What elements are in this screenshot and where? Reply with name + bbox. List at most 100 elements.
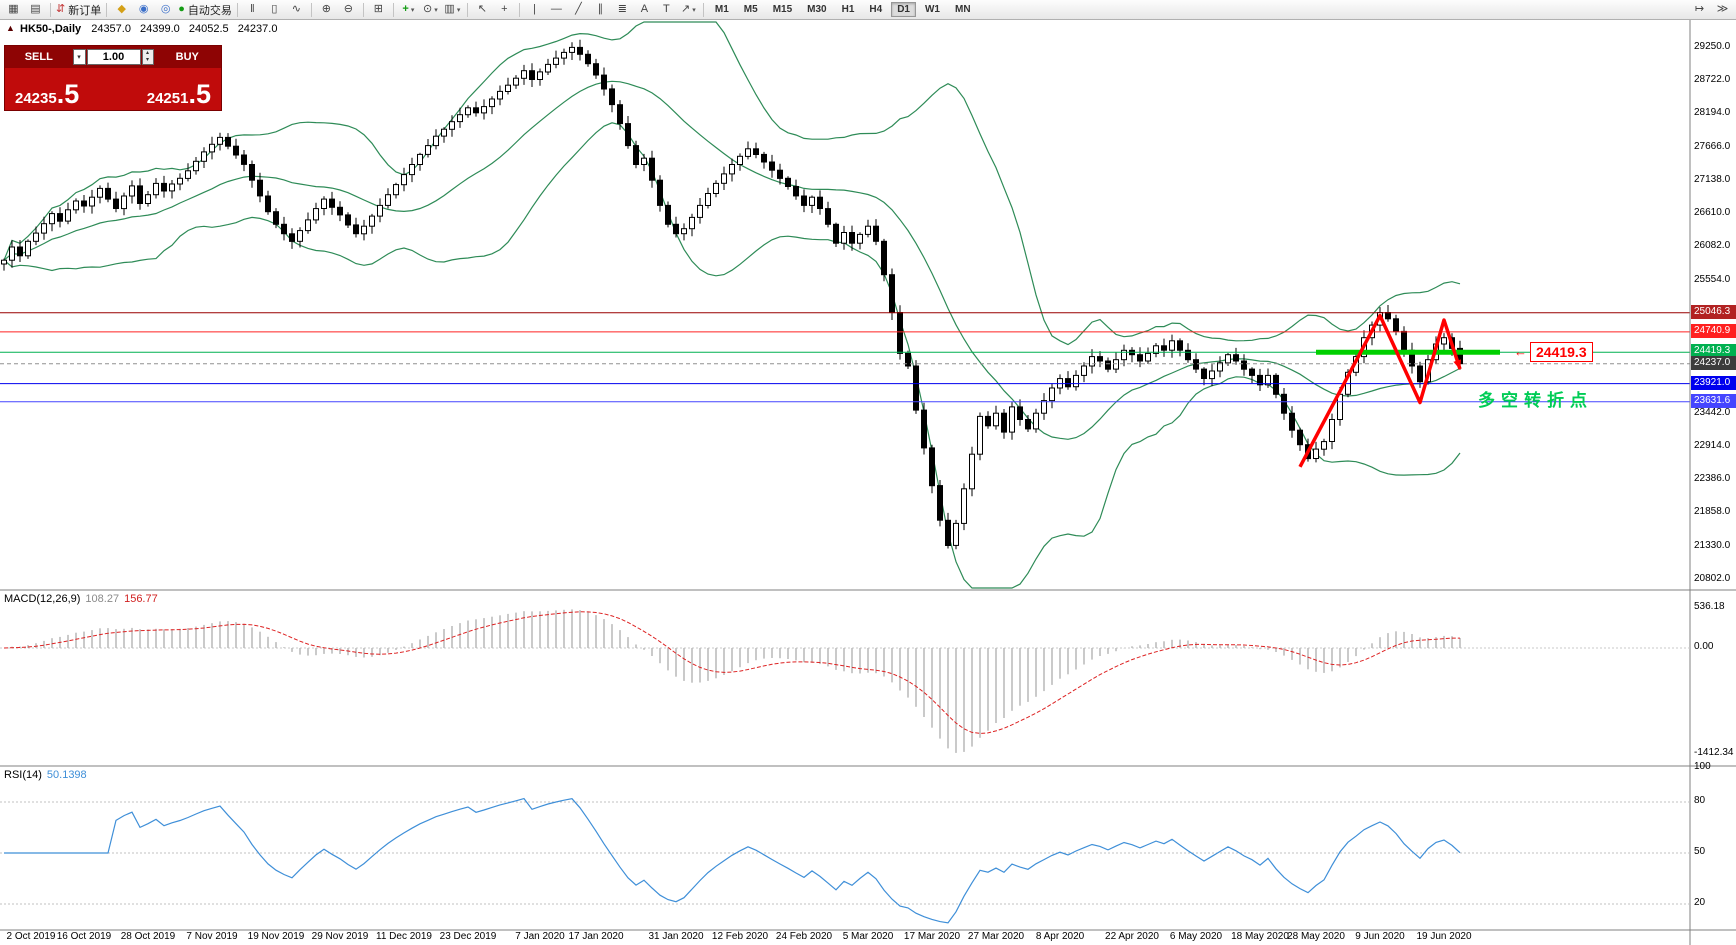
arrows-tool-button[interactable]: ↗ ▾ bbox=[678, 0, 699, 19]
fibonacci-tool-button[interactable]: ≣ bbox=[612, 0, 633, 19]
volume-preset-dropdown[interactable]: ▾ bbox=[72, 49, 86, 65]
date-axis-label: 31 Jan 2020 bbox=[648, 931, 704, 942]
chart-canvas[interactable] bbox=[0, 20, 1736, 945]
toolbar-separator bbox=[236, 2, 238, 17]
new-chart-icon: ▦ bbox=[8, 3, 19, 15]
price-axis-label: 26610.0 bbox=[1694, 207, 1731, 219]
timeframe-h1[interactable]: H1 bbox=[841, 4, 855, 15]
new-order-label: 新订单 bbox=[68, 4, 102, 17]
line-chart-icon: ∿ bbox=[291, 3, 301, 15]
macd-scale-label: -1412.34 bbox=[1694, 747, 1734, 759]
trendline-tool-button[interactable]: ╱ bbox=[568, 0, 589, 19]
toolbar-separator bbox=[106, 2, 108, 17]
date-axis-label: 8 Apr 2020 bbox=[1035, 931, 1085, 942]
sell-price-fraction: .5 bbox=[56, 79, 80, 110]
date-axis-label: 23 Dec 2019 bbox=[439, 931, 497, 942]
one-click-collapse-icon[interactable]: ▲ bbox=[6, 23, 15, 33]
text-tool-button[interactable]: A bbox=[634, 0, 655, 19]
rsi-name: RSI(14) bbox=[4, 769, 42, 781]
toolbar-separator bbox=[702, 2, 704, 17]
periods-button[interactable]: ⊙ ▾ bbox=[420, 0, 441, 19]
market-watch-button[interactable]: ◆ bbox=[111, 0, 132, 19]
high-value: 24399.0 bbox=[140, 23, 180, 35]
timeframe-mn[interactable]: MN bbox=[954, 4, 971, 15]
candlestick-chart-button[interactable]: ▯ bbox=[264, 0, 285, 19]
toolbar-separator bbox=[50, 2, 51, 17]
price-axis-label: 22914.0 bbox=[1694, 439, 1731, 451]
date-axis-label: 18 May 2020 bbox=[1231, 931, 1289, 942]
price-axis-price-tag: 24237.0 bbox=[1691, 355, 1736, 370]
chevron-down-icon: ▾ bbox=[77, 54, 81, 61]
chart-shift-button[interactable]: ↦ bbox=[1689, 0, 1710, 19]
text-label-tool-button[interactable]: T bbox=[656, 0, 677, 19]
buy-price[interactable]: 24251 .5 bbox=[113, 68, 221, 110]
autotrading-icon: ● bbox=[178, 3, 185, 15]
zoom-out-button[interactable]: ⊖ bbox=[338, 0, 359, 19]
timeframe-h4[interactable]: H4 bbox=[869, 4, 883, 15]
vertical-line-tool-button[interactable]: | bbox=[524, 0, 545, 19]
zoom-in-button[interactable]: ⊕ bbox=[316, 0, 337, 19]
toolbar-separator bbox=[362, 2, 364, 17]
navigator-button[interactable]: ◎ bbox=[155, 0, 176, 19]
timeframe-d1[interactable]: D1 bbox=[891, 2, 916, 17]
horizontal-line-tool-button[interactable]: — bbox=[546, 0, 567, 19]
crosshair-tool-button[interactable]: + bbox=[494, 0, 515, 19]
zoom-out-icon: ⊖ bbox=[343, 3, 353, 15]
date-axis-label: 28 May 2020 bbox=[1287, 931, 1345, 942]
rsi-scale-label: 50 bbox=[1694, 846, 1706, 857]
rsi-scale-label: 20 bbox=[1694, 897, 1706, 908]
date-axis-label: 12 Feb 2020 bbox=[711, 931, 769, 942]
autotrading-button[interactable]: ● 自动交易 bbox=[177, 0, 233, 19]
candlestick-chart-icon: ▯ bbox=[271, 3, 278, 15]
rsi-scale-label: 100 bbox=[1694, 761, 1711, 772]
cursor-tool-button[interactable]: ↖ bbox=[472, 0, 493, 19]
channel-tool-button[interactable]: ∥ bbox=[590, 0, 611, 19]
chevron-down-icon: ▾ bbox=[456, 6, 461, 14]
tile-windows-button[interactable]: ⊞ bbox=[368, 0, 389, 19]
chart-region: ▲ HK50-,Daily 24357.0 24399.0 24052.5 24… bbox=[0, 20, 1736, 945]
periods-icon: ⊙ bbox=[423, 3, 433, 15]
volume-stepper[interactable]: ▴ ▾ bbox=[141, 49, 154, 65]
profiles-button[interactable]: ▤ bbox=[25, 0, 46, 19]
chart-shift-icon: ↦ bbox=[1694, 3, 1705, 15]
horizontal-line-icon: — bbox=[550, 3, 562, 15]
date-axis-label: 17 Jan 2020 bbox=[568, 931, 624, 942]
timeframe-m1[interactable]: M1 bbox=[714, 4, 729, 15]
toolbar-separator bbox=[518, 2, 520, 17]
toolbar-right-group: ↦ ≫ bbox=[1689, 0, 1733, 19]
stepper-down-icon: ▾ bbox=[145, 57, 149, 63]
rsi-scale-label: 80 bbox=[1694, 795, 1706, 806]
volume-input[interactable]: 1.00 bbox=[86, 49, 141, 65]
timeframe-m30[interactable]: M30 bbox=[807, 4, 827, 15]
date-axis-label: 9 Jun 2020 bbox=[1355, 931, 1405, 942]
autotrading-label: 自动交易 bbox=[187, 4, 232, 17]
channel-icon: ∥ bbox=[597, 3, 604, 15]
sell-price[interactable]: 24235 .5 bbox=[5, 68, 113, 110]
trendline-icon: ╱ bbox=[575, 3, 582, 15]
price-axis-label: 21330.0 bbox=[1694, 539, 1731, 551]
templates-button[interactable]: ▥ ▾ bbox=[442, 0, 463, 19]
turning-point-label[interactable]: 多空转折点 bbox=[1478, 391, 1593, 410]
price-callout-box[interactable]: 24419.3 bbox=[1530, 342, 1593, 362]
timeframe-m5[interactable]: M5 bbox=[743, 4, 758, 15]
price-axis-label: 28722.0 bbox=[1694, 74, 1731, 86]
indicators-button[interactable]: + ▾ bbox=[398, 0, 419, 19]
fibonacci-icon: ≣ bbox=[617, 3, 627, 15]
new-order-button[interactable]: ⇵ 新订单 bbox=[55, 0, 102, 19]
tile-windows-icon: ⊞ bbox=[373, 3, 383, 15]
new-chart-button[interactable]: ▦ bbox=[3, 0, 24, 19]
price-axis-label: 22386.0 bbox=[1694, 473, 1731, 485]
price-axis-label: 21858.0 bbox=[1694, 506, 1731, 518]
indicators-icon: + bbox=[402, 3, 409, 15]
timeframe-m15[interactable]: M15 bbox=[772, 4, 793, 15]
line-chart-button[interactable]: ∿ bbox=[286, 0, 307, 19]
timeframe-w1[interactable]: W1 bbox=[924, 4, 940, 15]
stepper-up-icon: ▴ bbox=[145, 50, 149, 56]
sell-button[interactable]: SELL bbox=[24, 51, 53, 63]
bar-chart-button[interactable]: ‖ bbox=[242, 0, 263, 19]
date-axis-label: 5 Mar 2020 bbox=[842, 931, 894, 942]
buy-button[interactable]: BUY bbox=[175, 51, 199, 63]
auto-scroll-button[interactable]: ≫ bbox=[1712, 0, 1733, 19]
text-label-icon: T bbox=[663, 3, 670, 15]
data-window-button[interactable]: ◉ bbox=[133, 0, 154, 19]
